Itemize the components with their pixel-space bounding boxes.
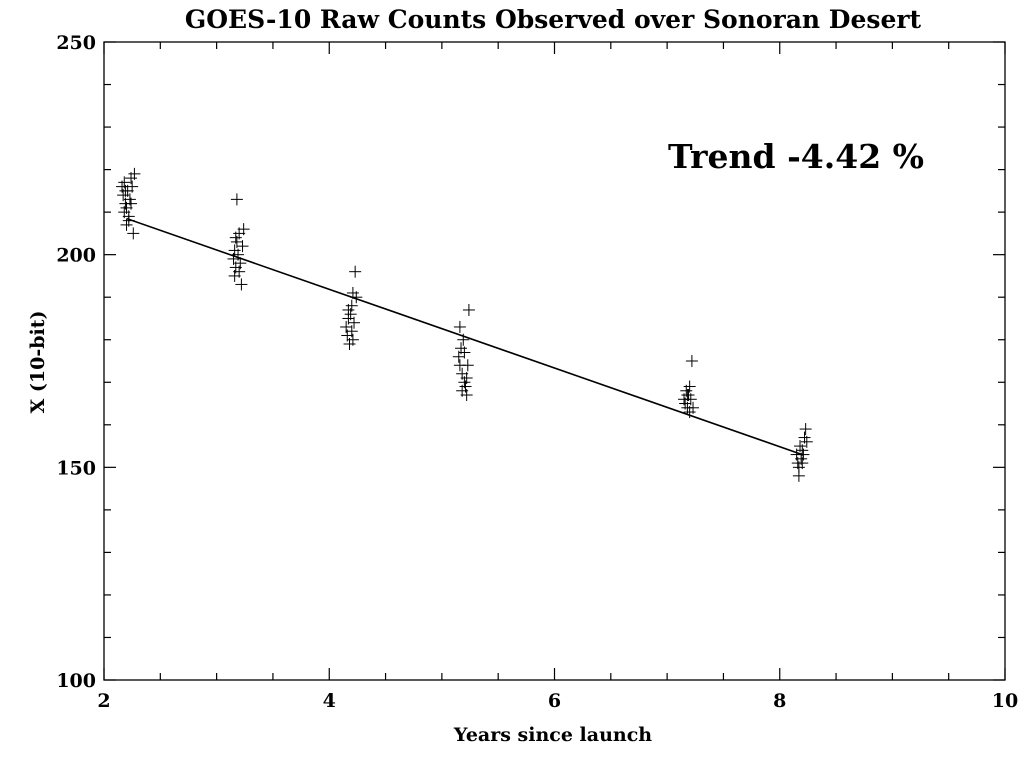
data-point xyxy=(345,325,358,338)
data-point xyxy=(235,278,248,291)
data-point xyxy=(233,265,246,278)
x-tick-label: 8 xyxy=(773,690,786,712)
chart-title: GOES-10 Raw Counts Observed over Sonoran… xyxy=(185,5,922,34)
data-point xyxy=(683,380,696,393)
axis-ticks xyxy=(103,41,1006,681)
y-axis-label: X (10-bit) xyxy=(27,311,49,414)
data-point xyxy=(462,303,475,316)
data-point xyxy=(126,180,139,193)
trend-annotation: Trend -4.42 % xyxy=(668,137,924,176)
trend-line xyxy=(126,217,803,456)
data-point xyxy=(237,223,250,236)
y-tick-label: 150 xyxy=(56,457,96,479)
data-point xyxy=(342,303,355,316)
data-point xyxy=(229,231,242,244)
data-point xyxy=(348,316,361,329)
x-tick-label: 6 xyxy=(548,690,561,712)
data-point xyxy=(234,257,247,270)
data-point xyxy=(119,184,132,197)
x-tick-label: 2 xyxy=(97,690,110,712)
x-tick-label: 10 xyxy=(992,690,1018,712)
data-point xyxy=(792,469,805,482)
x-tick-label: 4 xyxy=(323,690,336,712)
data-point xyxy=(349,265,362,278)
y-tick-label: 100 xyxy=(56,670,96,692)
data-point xyxy=(685,355,698,367)
y-tick-label: 200 xyxy=(56,245,96,267)
data-point xyxy=(458,346,471,359)
data-point xyxy=(797,448,810,461)
axis-tick-labels: 2 4 6 8 10 100 150 200 250 xyxy=(56,32,1018,712)
data-point xyxy=(453,320,466,333)
data-point xyxy=(681,389,694,402)
data-point xyxy=(118,176,131,189)
data-point xyxy=(230,193,243,206)
data-point xyxy=(125,197,138,210)
data-point xyxy=(232,248,245,261)
data-point xyxy=(346,333,359,346)
x-axis-label: Years since launch xyxy=(453,724,652,746)
data-point xyxy=(128,167,141,180)
data-point xyxy=(461,359,474,372)
data-point xyxy=(796,457,809,470)
data-point xyxy=(456,384,469,397)
data-point xyxy=(127,227,140,240)
data-point xyxy=(460,372,473,385)
data-point xyxy=(799,423,812,436)
data-points xyxy=(116,167,813,482)
data-point xyxy=(118,206,131,219)
y-tick-label: 250 xyxy=(56,32,96,54)
data-point xyxy=(800,435,813,448)
data-point xyxy=(236,240,249,253)
